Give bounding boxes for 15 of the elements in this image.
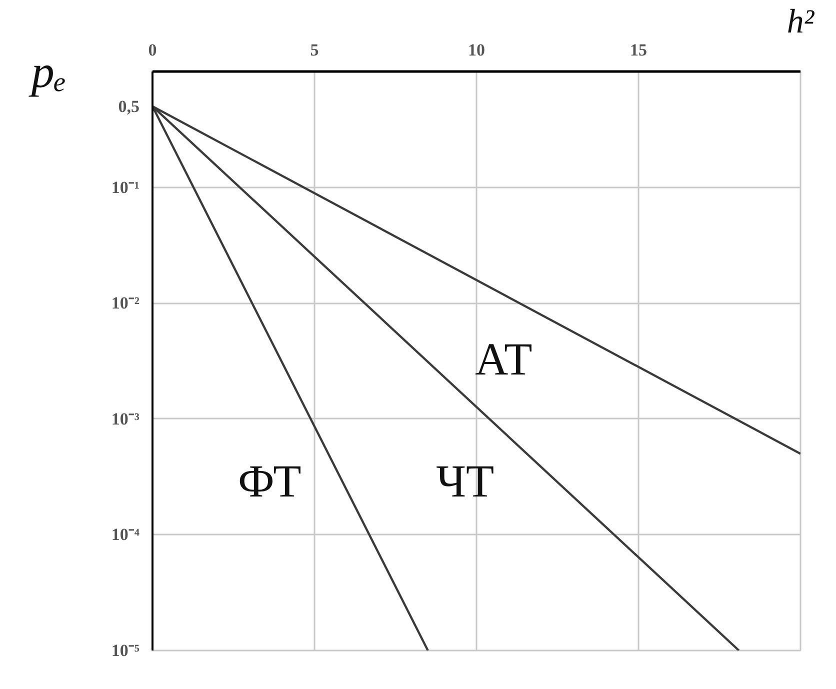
x-tick-label: 10 [468,40,485,60]
y-tick-label: 0,5 [118,96,140,116]
x-axis-title: h² [786,4,815,40]
x-tick-label: 5 [310,40,319,60]
series-label: ФТ [238,456,302,507]
x-tick-label: 0 [148,40,157,60]
y-tick-label: 10⁻² [111,294,140,313]
y-tick-label: 10⁻⁵ [111,641,140,660]
y-tick-label: 10⁻⁴ [111,525,140,544]
series-label: АТ [474,334,532,385]
series-label: ЧТ [436,456,494,507]
x-tick-label: 15 [630,40,647,60]
y-tick-label: 10⁻¹ [111,178,140,197]
y-tick-label: 10⁻³ [111,409,140,428]
y-axis-title: pₑ [28,46,66,97]
